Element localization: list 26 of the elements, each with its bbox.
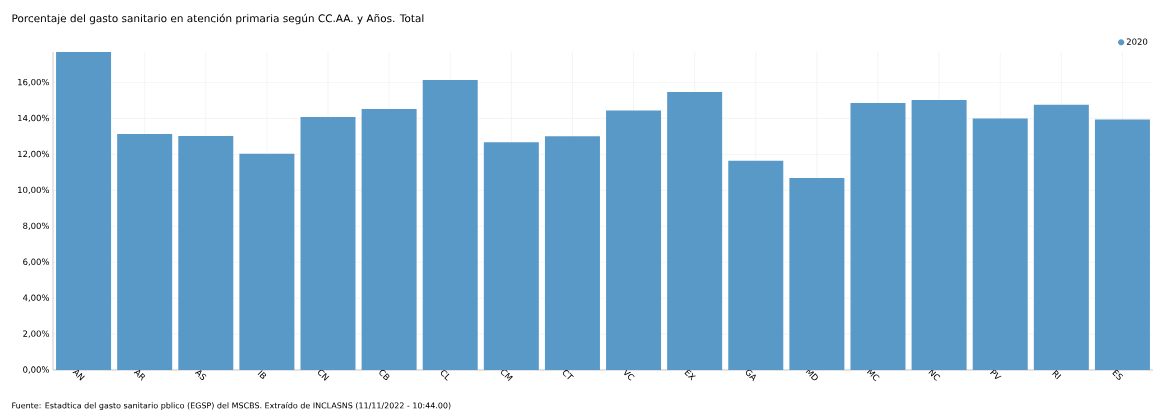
y-tick-label: 16,00% xyxy=(18,78,50,87)
y-tick-label: 8,00% xyxy=(23,222,50,230)
x-tick-label: VC xyxy=(624,368,635,381)
chart-title: Porcentaje del gasto sanitario en atención primaria según CC.AA. y Años. Total xyxy=(12,13,424,25)
legend-label: 2020 xyxy=(1126,38,1148,45)
y-tick-label: 0,00% xyxy=(23,366,50,374)
x-tick-label: CB xyxy=(379,369,390,380)
y-tick-label: 12,00% xyxy=(18,150,50,159)
x-tick-label: AS xyxy=(194,370,207,380)
x-tick-label: ES xyxy=(1112,369,1123,380)
x-tick-label: IB xyxy=(257,370,267,379)
x-tick-label: AR xyxy=(133,370,145,381)
x-tick-label: PV xyxy=(990,369,1002,379)
x-tick-label: EX xyxy=(684,369,696,381)
x-tick-label: NC xyxy=(928,368,941,381)
x-tick-label: RI xyxy=(1052,370,1062,380)
x-tick-label: CN xyxy=(318,369,330,381)
x-tick-label: GA xyxy=(745,369,756,382)
x-tick-label: CL xyxy=(440,370,450,381)
y-tick-label: 6,00% xyxy=(23,258,50,266)
y-tick-label: 4,00% xyxy=(22,294,50,302)
y-tick-label: 2,00% xyxy=(23,330,50,338)
x-tick-label: AN xyxy=(72,369,85,381)
y-tick-label: 10,00% xyxy=(18,186,50,194)
x-tick-label: CT xyxy=(563,370,574,380)
y-tick-label: 14,00% xyxy=(18,114,50,123)
